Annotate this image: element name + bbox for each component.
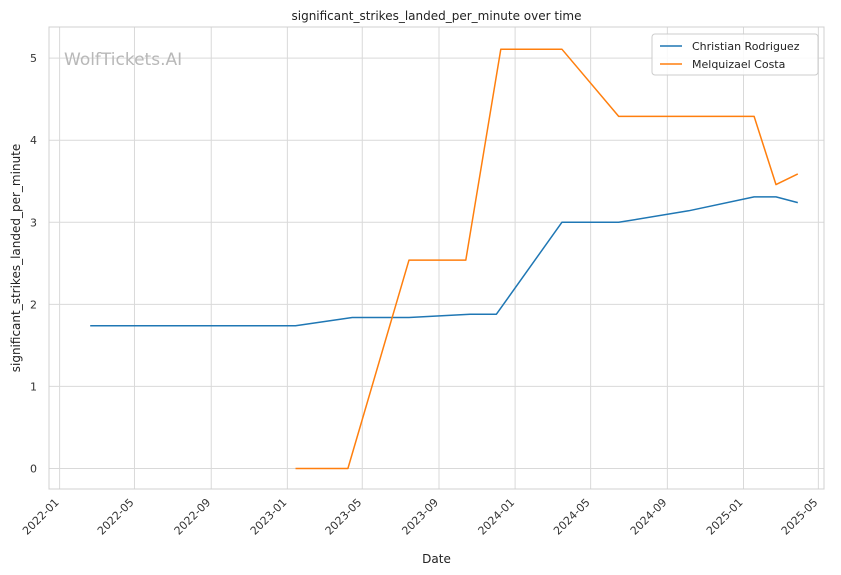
y-tick-label: 1	[30, 380, 37, 393]
x-axis-title: Date	[422, 552, 451, 566]
legend-box	[651, 33, 819, 76]
legend: Christian Rodriguez Melquizael Costa	[651, 33, 819, 76]
y-tick-label: 2	[30, 298, 37, 311]
series-line-1	[295, 48, 799, 470]
legend-label-0: Christian Rodriguez	[692, 40, 800, 53]
series-lines	[90, 48, 799, 470]
y-tick-label: 3	[30, 216, 37, 229]
y-axis-title: significant_strikes_landed_per_minute	[9, 144, 23, 373]
chart-title: significant_strikes_landed_per_minute ov…	[291, 9, 581, 23]
legend-label-1: Melquizael Costa	[692, 58, 785, 71]
y-tick-label: 5	[30, 52, 37, 65]
series-line-0	[90, 196, 798, 327]
plot-area-frame	[48, 26, 825, 490]
y-tick-label: 4	[30, 134, 37, 147]
y-tick-labels: 0 1 2 3 4 5	[30, 52, 37, 475]
watermark-text: WolfTickets.AI	[64, 50, 182, 70]
grid-lines	[49, 27, 824, 489]
y-tick-label: 0	[30, 462, 37, 475]
